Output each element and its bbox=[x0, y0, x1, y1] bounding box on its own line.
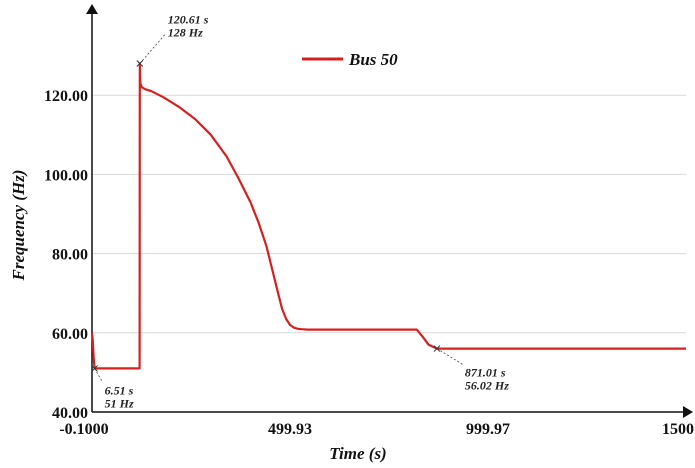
series-lines bbox=[90, 62, 686, 370]
x-axis-title: Time (s) bbox=[329, 444, 386, 463]
annotation-time: 871.01 s bbox=[465, 366, 506, 380]
y-tick-label: 60.00 bbox=[52, 326, 88, 343]
x-tick-label: -0.1000 bbox=[59, 421, 108, 438]
annotation-marker bbox=[433, 345, 441, 352]
annotation-leader bbox=[139, 33, 167, 64]
annotation-marker bbox=[91, 365, 98, 372]
y-tick-label: 100.00 bbox=[44, 167, 88, 184]
annotation-time: 6.51 s bbox=[105, 383, 134, 397]
series-line-bus-50 bbox=[90, 62, 686, 370]
annotation-frequency: 128 Hz bbox=[168, 26, 203, 40]
legend-label-bus-50: Bus 50 bbox=[348, 50, 398, 69]
annotation-leader bbox=[94, 368, 103, 383]
y-tick-label: 120.00 bbox=[44, 88, 88, 105]
grid-lines bbox=[92, 94, 686, 334]
y-tick-label: 40.00 bbox=[52, 405, 88, 422]
tick-labels: 40.00 60.00 80.00 100.00 120.00 -0.1000 499.93… bbox=[44, 88, 694, 438]
x-tick-label: 1500 bbox=[662, 421, 694, 438]
annotation-frequency: 56.02 Hz bbox=[465, 379, 509, 393]
annotation-leader bbox=[436, 348, 464, 365]
y-axis-title: Frequency (Hz) bbox=[9, 170, 28, 282]
legend: Bus 50 bbox=[302, 50, 398, 69]
x-tick-label: 999.97 bbox=[466, 421, 510, 438]
annotation-time: 120.61 s bbox=[168, 13, 209, 27]
annotation-frequency: 51 Hz bbox=[105, 396, 134, 410]
annotation-marker bbox=[136, 60, 144, 67]
x-tick-label: 499.93 bbox=[268, 421, 312, 438]
y-axis-arrow bbox=[86, 4, 98, 14]
x-axis-arrow bbox=[683, 406, 693, 418]
y-tick-label: 80.00 bbox=[52, 247, 88, 264]
